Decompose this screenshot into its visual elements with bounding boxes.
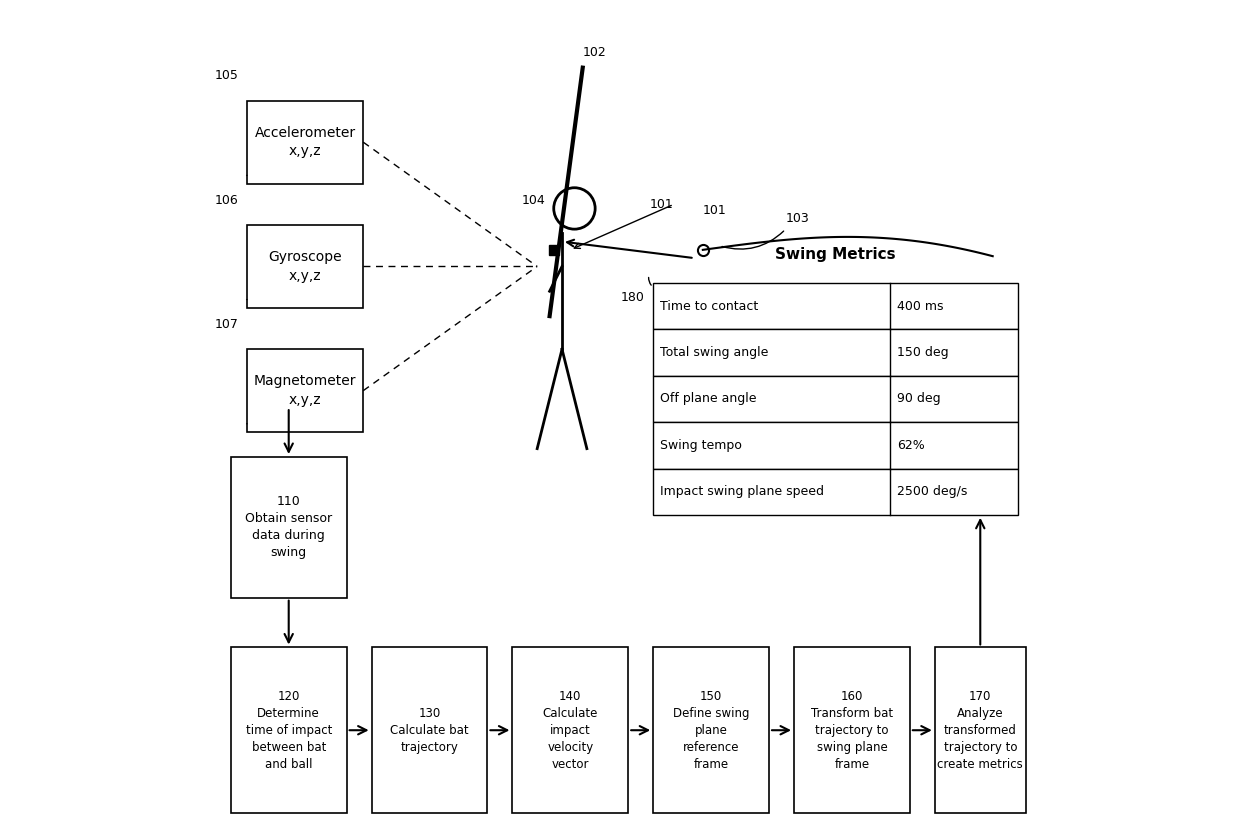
- Text: Time to contact: Time to contact: [660, 300, 758, 312]
- Text: 170
Analyze
transformed
trajectory to
create metrics: 170 Analyze transformed trajectory to cr…: [937, 690, 1023, 770]
- Text: 107: 107: [215, 318, 238, 331]
- FancyBboxPatch shape: [653, 647, 769, 813]
- Bar: [653, 376, 1018, 422]
- Text: Off plane angle: Off plane angle: [660, 392, 756, 406]
- Text: 180: 180: [621, 292, 645, 304]
- Text: Gyroscope
x,y,z: Gyroscope x,y,z: [269, 250, 342, 283]
- Text: 103: 103: [786, 212, 810, 225]
- Text: 105: 105: [215, 70, 238, 82]
- Text: 104: 104: [522, 194, 546, 207]
- Text: 101: 101: [650, 198, 673, 211]
- Text: Swing Metrics: Swing Metrics: [775, 248, 895, 263]
- Text: 400 ms: 400 ms: [897, 300, 944, 312]
- Text: 140
Calculate
impact
velocity
vector: 140 Calculate impact velocity vector: [543, 690, 598, 770]
- Text: 106: 106: [215, 194, 238, 207]
- FancyBboxPatch shape: [512, 647, 629, 813]
- FancyBboxPatch shape: [247, 225, 363, 307]
- Text: 62%: 62%: [897, 439, 924, 452]
- Text: 150 deg: 150 deg: [897, 346, 949, 359]
- Text: Impact swing plane speed: Impact swing plane speed: [660, 485, 823, 499]
- FancyBboxPatch shape: [231, 647, 347, 813]
- Text: 90 deg: 90 deg: [897, 392, 940, 406]
- Text: Swing tempo: Swing tempo: [660, 439, 742, 452]
- Text: 102: 102: [583, 47, 606, 59]
- Text: Accelerometer
x,y,z: Accelerometer x,y,z: [254, 126, 356, 159]
- FancyBboxPatch shape: [247, 101, 363, 184]
- Bar: [653, 329, 1018, 376]
- Bar: [653, 469, 1018, 515]
- FancyBboxPatch shape: [372, 647, 487, 813]
- Text: 160
Transform bat
trajectory to
swing plane
frame: 160 Transform bat trajectory to swing pl…: [811, 690, 893, 770]
- Text: 130
Calculate bat
trajectory: 130 Calculate bat trajectory: [391, 706, 469, 754]
- Text: 101: 101: [703, 204, 727, 217]
- Text: Magnetometer
x,y,z: Magnetometer x,y,z: [254, 375, 357, 407]
- Text: 120
Determine
time of impact
between bat
and ball: 120 Determine time of impact between bat…: [246, 690, 332, 770]
- FancyBboxPatch shape: [247, 349, 363, 432]
- FancyBboxPatch shape: [231, 457, 347, 597]
- Text: 2500 deg/s: 2500 deg/s: [897, 485, 967, 499]
- Text: Total swing angle: Total swing angle: [660, 346, 768, 359]
- Bar: [653, 422, 1018, 469]
- Bar: [653, 283, 1018, 329]
- FancyBboxPatch shape: [935, 647, 1025, 813]
- FancyBboxPatch shape: [794, 647, 910, 813]
- Text: 110
Obtain sensor
data during
swing: 110 Obtain sensor data during swing: [246, 495, 332, 559]
- Text: 150
Define swing
plane
reference
frame: 150 Define swing plane reference frame: [673, 690, 749, 770]
